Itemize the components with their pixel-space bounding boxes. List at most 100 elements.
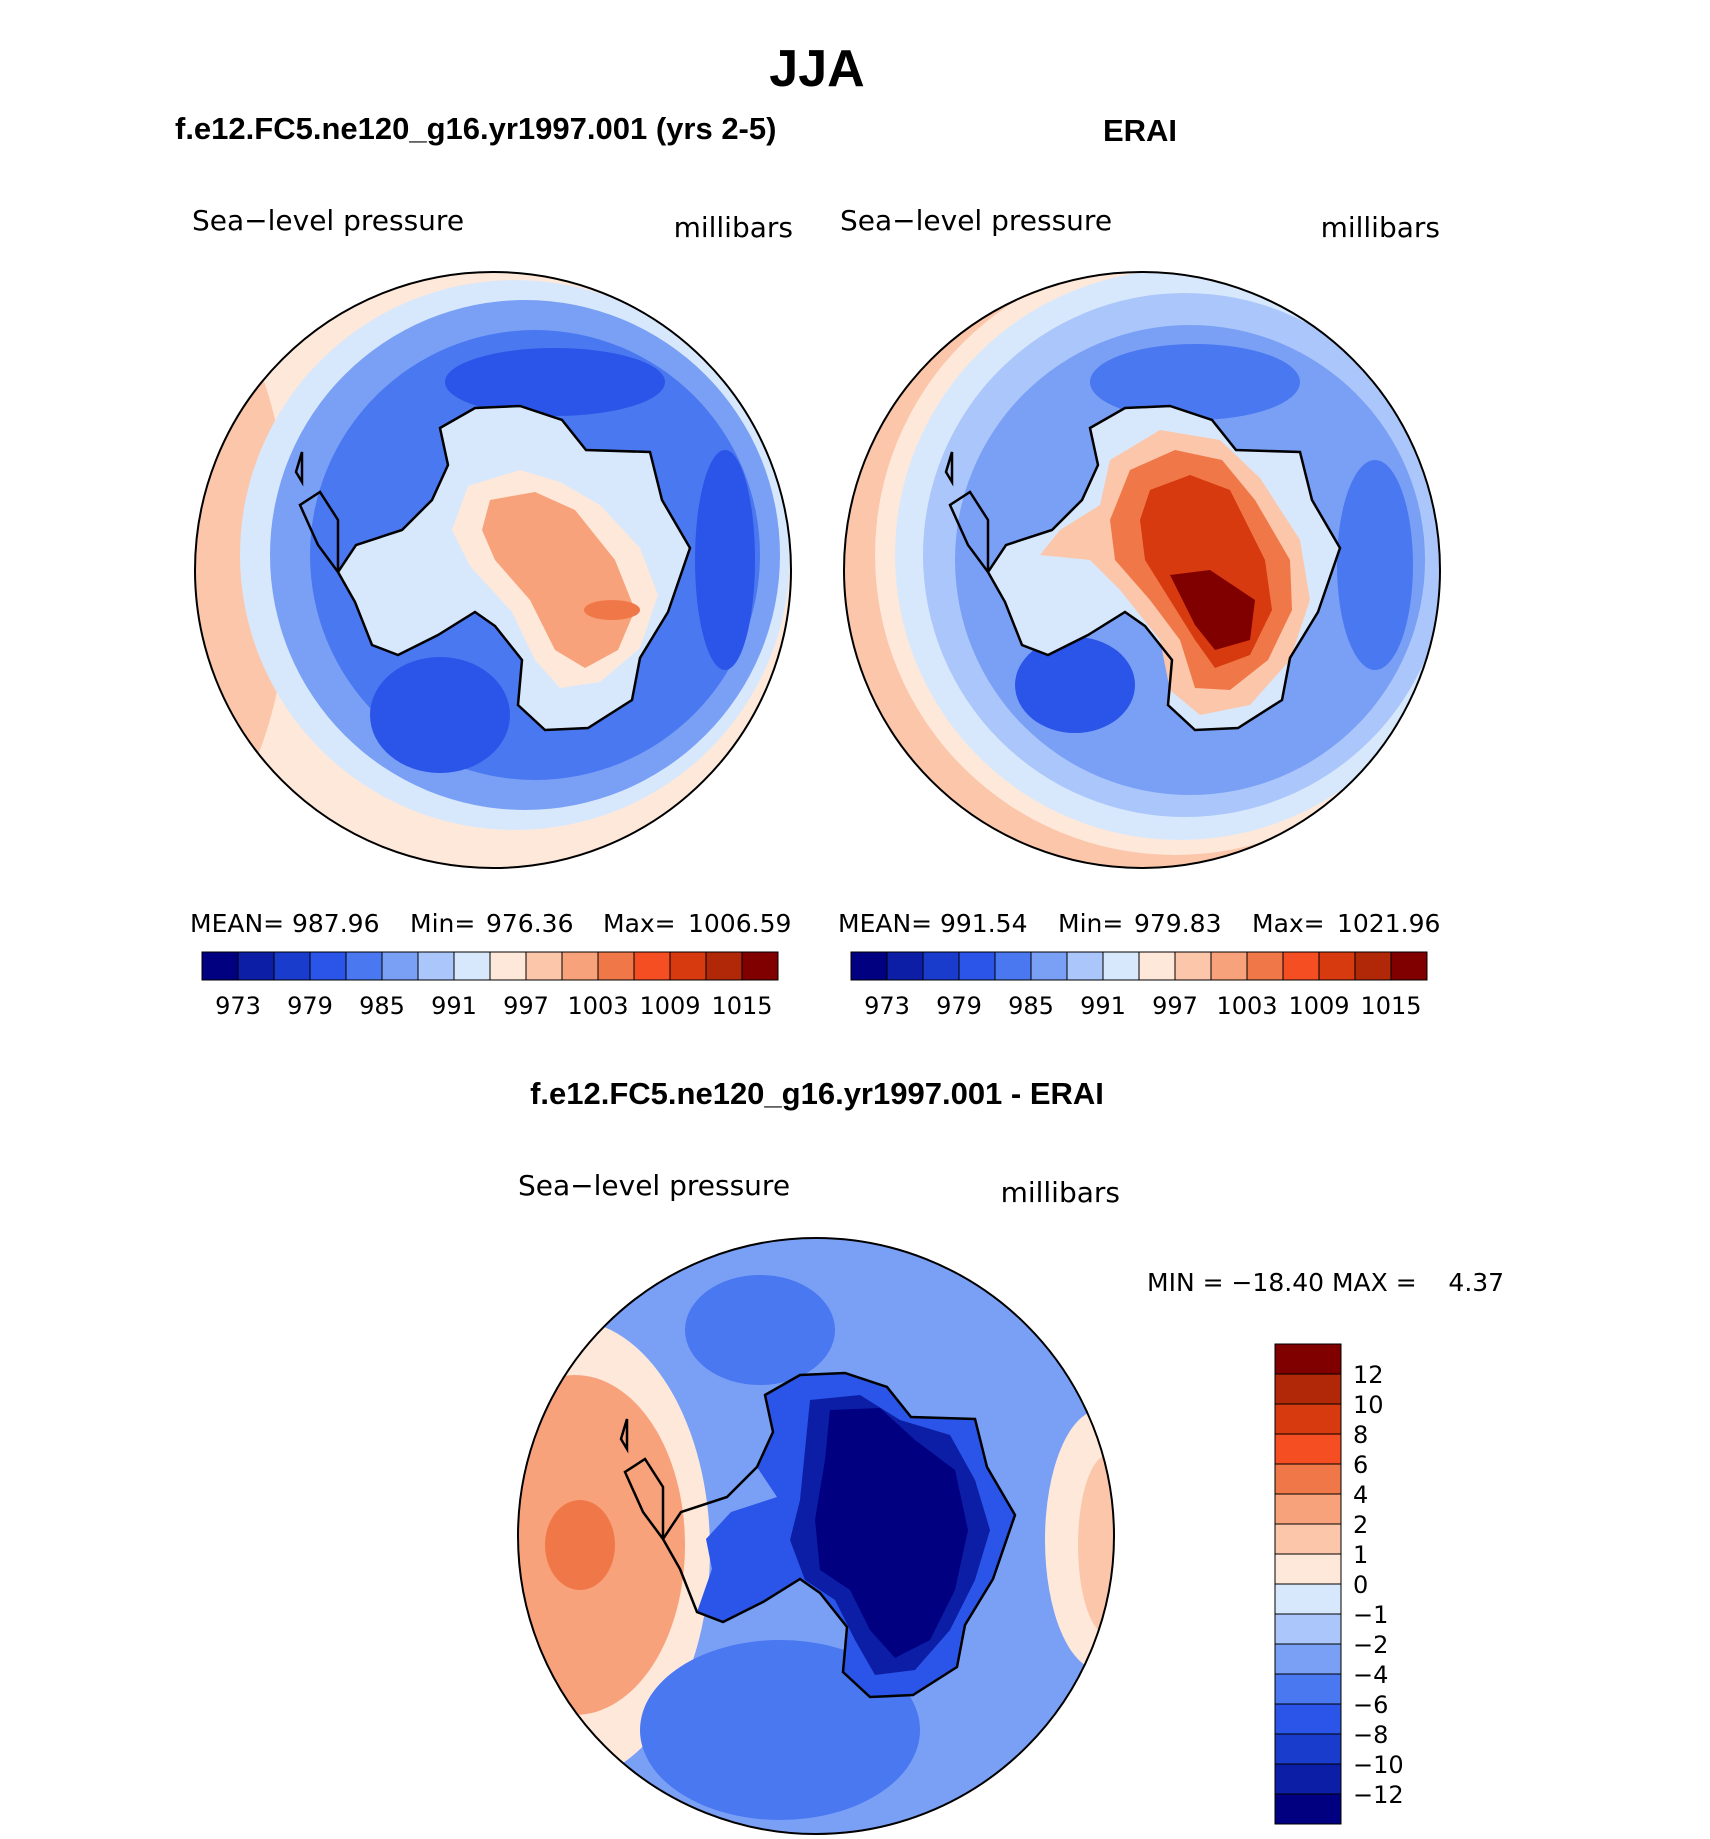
panel-obs-colorbar-swatch <box>1066 951 1104 981</box>
panel-model-colorbar-swatch <box>705 951 743 981</box>
panel-obs-title: ERAI <box>1103 113 1177 148</box>
figure-title: JJA <box>769 40 864 98</box>
panel-obs-colorbar-swatch <box>1102 951 1140 981</box>
panel-diff-colorbar-tick-label: 0 <box>1353 1571 1368 1599</box>
panel-obs-map <box>844 272 1440 868</box>
panel-model-colorbar-swatch <box>453 951 491 981</box>
panel-model-map <box>195 272 791 868</box>
panel-obs-colorbar-swatch <box>1210 951 1248 981</box>
panel-model-colorbar-swatch <box>201 951 239 981</box>
panel-model-continent-warmer <box>482 492 635 668</box>
panel-obs-colorbar-ticks: 973 979 985 991 997 1003 1009 1015 <box>864 992 1421 1020</box>
panel-diff-colorbar-swatch <box>1274 1763 1342 1795</box>
panel-diff-colorbar-tick-label: 1 <box>1353 1541 1368 1569</box>
panel-diff-colorbar-swatch <box>1274 1403 1342 1435</box>
panel-obs-units-label: millibars <box>1321 211 1440 244</box>
panel-model-min-label: Min= <box>410 909 475 938</box>
panel-diff-colorbar-swatch <box>1274 1583 1342 1615</box>
panel-model-colorbar-swatch <box>597 951 635 981</box>
panel-obs-map-outline <box>843 271 1441 869</box>
panel-diff-colorbar-swatch <box>1274 1523 1342 1555</box>
panel-diff-colorbar-tick-label: 6 <box>1353 1451 1368 1479</box>
panel-diff-map-outline <box>517 1237 1115 1835</box>
panel-diff-colorbar-swatch <box>1274 1463 1342 1495</box>
panel-model-colorbar-swatch <box>633 951 671 981</box>
panel-diff-colorbar-swatch <box>1274 1733 1342 1765</box>
panel-diff-colorbar-tick-label: 4 <box>1353 1481 1368 1509</box>
panel-model-field-low-southwest <box>370 657 510 773</box>
panel-obs-colorbar-tick-label: 997 <box>1152 992 1198 1020</box>
panel-obs-colorbar <box>850 951 1428 981</box>
panel-diff-colorbar-tick-label: −8 <box>1353 1721 1388 1749</box>
panel-obs-colorbar-swatch <box>1246 951 1284 981</box>
panel-diff-colorbar-tick-label: −1 <box>1353 1601 1388 1629</box>
panel-diff-colorbar-swatch <box>1274 1493 1342 1525</box>
panel-model-colorbar-tick-label: 979 <box>287 992 333 1020</box>
panel-model-continent-peak <box>584 600 640 620</box>
panel-obs-colorbar-tick-label: 991 <box>1080 992 1126 1020</box>
panel-diff-colorbar <box>1274 1343 1342 1825</box>
panel-model-colorbar-tick-label: 1003 <box>567 992 628 1020</box>
panel-model-field-low-north <box>445 348 665 416</box>
panel-model-mean-value: 987.96 <box>292 909 379 938</box>
panel-obs-colorbar-swatch <box>1030 951 1068 981</box>
panel-model-max-label: Max= <box>603 909 676 938</box>
panel-obs-colorbar-tick-label: 979 <box>936 992 982 1020</box>
panel-model-min-value: 976.36 <box>486 909 573 938</box>
panel-model-max-value: 1006.59 <box>688 909 791 938</box>
panel-diff-field-warmer-west <box>545 1500 615 1590</box>
panel-diff-colorbar-tick-label: 12 <box>1353 1361 1384 1389</box>
panel-model-units-label: millibars <box>674 211 793 244</box>
panel-model-colorbar-swatch <box>237 951 275 981</box>
panel-diff-continent-core <box>815 1408 968 1658</box>
panel-diff-colorbar-tick-label: 10 <box>1353 1391 1384 1419</box>
panel-obs-max-value: 1021.96 <box>1337 909 1440 938</box>
panel-diff-map <box>518 1238 1114 1834</box>
panel-diff-colorbar-tick-label: −2 <box>1353 1631 1388 1659</box>
panel-obs-colorbar-swatch <box>1390 951 1428 981</box>
panel-model-colorbar-tick-label: 973 <box>215 992 261 1020</box>
panel-model-colorbar-swatch <box>309 951 347 981</box>
panel-obs-colorbar-tick-label: 1015 <box>1360 992 1421 1020</box>
panel-diff-minmax: MIN = −18.40 MAX = 4.37 <box>1147 1268 1504 1297</box>
panel-model-colorbar-swatch <box>381 951 419 981</box>
panel-model-variable-label: Sea−level pressure <box>192 204 464 237</box>
panel-model-colorbar-swatch <box>345 951 383 981</box>
panel-diff-colorbar-swatch <box>1274 1643 1342 1675</box>
panel-obs-coastline <box>944 404 1342 732</box>
panel-model-colorbar-ticks: 973 979 985 991 997 1003 1009 1015 <box>215 992 772 1020</box>
panel-model-colorbar-tick-label: 985 <box>359 992 405 1020</box>
panel-obs-colorbar-tick-label: 1009 <box>1288 992 1349 1020</box>
panel-obs-colorbar-swatch <box>850 951 888 981</box>
panel-obs-colorbar-tick-label: 985 <box>1008 992 1054 1020</box>
panel-obs-max-label: Max= <box>1252 909 1325 938</box>
panel-diff-coastline <box>619 1371 1017 1699</box>
panel-model-map-outline <box>194 271 792 869</box>
panel-obs-colorbar-swatch <box>1318 951 1356 981</box>
panel-obs-field-low-north <box>1090 344 1300 420</box>
panel-model-field-low-east <box>695 450 755 670</box>
panel-diff-colorbar-swatch <box>1274 1703 1342 1735</box>
panel-obs-colorbar-swatch <box>994 951 1032 981</box>
panel-model-field-warm-band-inner <box>195 300 290 820</box>
panel-obs-variable-label: Sea−level pressure <box>840 204 1112 237</box>
panel-diff-colorbar-swatch <box>1274 1793 1342 1825</box>
panel-diff-field-low-north <box>685 1275 835 1385</box>
panel-obs-mean-value: 991.54 <box>940 909 1027 938</box>
panel-diff-colorbar-tick-label: 8 <box>1353 1421 1368 1449</box>
panel-model-colorbar-swatch <box>669 951 707 981</box>
panel-obs-colorbar-swatch <box>886 951 924 981</box>
panel-model-title: f.e12.FC5.ne120_g16.yr1997.001 (yrs 2-5) <box>175 111 776 146</box>
panel-diff-field-low-south <box>640 1640 920 1820</box>
panel-diff-colorbar-swatch <box>1274 1673 1342 1705</box>
panel-model-coastline <box>294 404 692 732</box>
panel-diff-variable-label: Sea−level pressure <box>518 1169 790 1202</box>
panel-obs-colorbar-swatch <box>1282 951 1320 981</box>
panel-obs-field-low-southwest <box>1015 637 1135 733</box>
panel-obs-colorbar-swatch <box>1138 951 1176 981</box>
panel-diff-colorbar-tick-label: 2 <box>1353 1511 1368 1539</box>
panel-obs-min-value: 979.83 <box>1134 909 1221 938</box>
panel-obs-colorbar-swatch <box>922 951 960 981</box>
panel-obs-mean-label: MEAN= <box>838 909 932 938</box>
